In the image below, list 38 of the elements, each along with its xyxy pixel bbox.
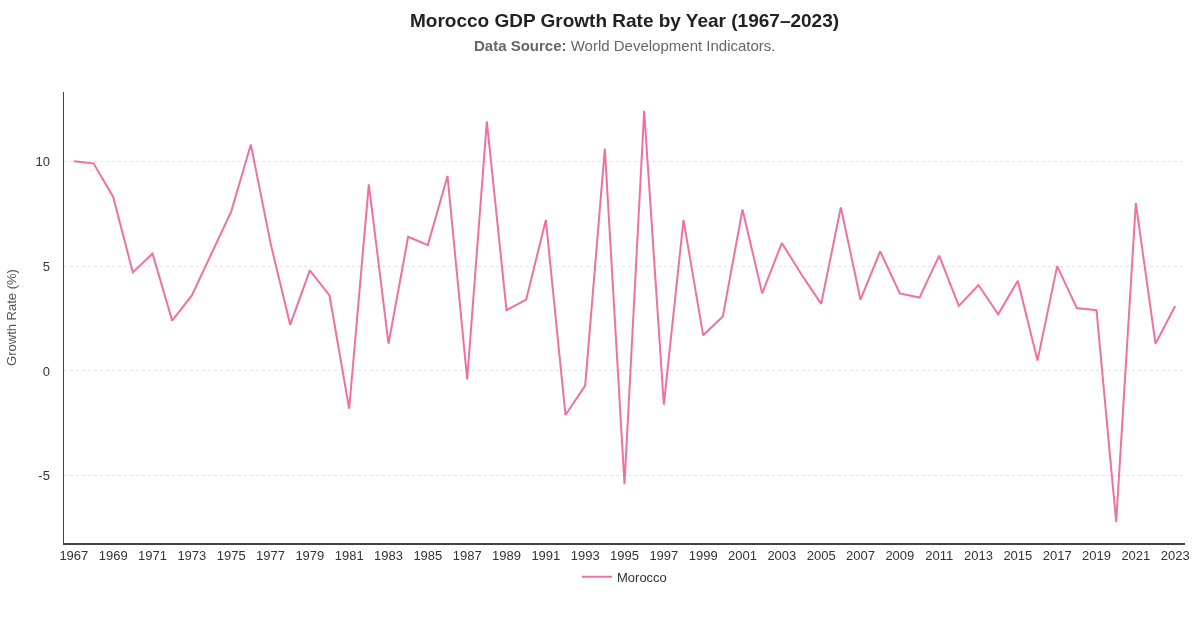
x-tick-label: 1969 [98,548,128,564]
x-tick-label: 2019 [1082,548,1111,564]
chart-title: Morocco GDP Growth Rate by Year (1967–2023) [409,9,840,31]
x-tick-label: 1973 [177,548,207,564]
y-tick-label: 10 [35,153,50,169]
y-tick-label: 0 [42,363,50,379]
x-tick-label: 2021 [1121,548,1151,564]
x-tick-label: 2001 [728,548,757,564]
x-tick-label: 2007 [846,548,875,564]
line-series [72,109,1177,524]
x-tick-label: 1993 [570,548,600,564]
x-tick-label: 2023 [1160,548,1190,564]
x-tick-label: 2011 [925,548,954,564]
legend-label: Morocco [617,569,667,585]
x-tick-label: 1995 [610,548,639,564]
x-tick-label: 1997 [649,548,679,564]
y-tick-label: 5 [42,258,50,274]
x-tick-label: 2003 [767,548,797,564]
x-tick-label: 1979 [295,548,325,564]
x-tick-label: 1977 [256,548,285,564]
x-tick-label: 1971 [138,548,167,564]
x-tick-label: 1981 [334,548,364,564]
x-tick-label: 1989 [492,548,521,564]
x-tick-label: 1967 [59,548,89,564]
x-tick-label: 2009 [885,548,915,564]
y-axis-title: Growth Rate (%) [3,269,19,366]
y-tick-label: -5 [38,468,50,484]
x-tick-label: 2015 [1003,548,1033,564]
chart-subtitle: Data Source: World Development Indicators. [474,37,776,54]
x-tick-label: 1975 [216,548,246,564]
x-tick-label: 2013 [964,548,993,564]
x-tick-label: 2017 [1042,548,1072,564]
x-tick-label: 1987 [452,548,482,564]
x-tick-label: 1991 [531,548,561,564]
x-tick-label: 1999 [688,548,718,564]
x-tick-label: 2005 [806,548,836,564]
x-tick-label: 1983 [374,548,403,564]
x-tick-label: 1985 [413,548,443,564]
